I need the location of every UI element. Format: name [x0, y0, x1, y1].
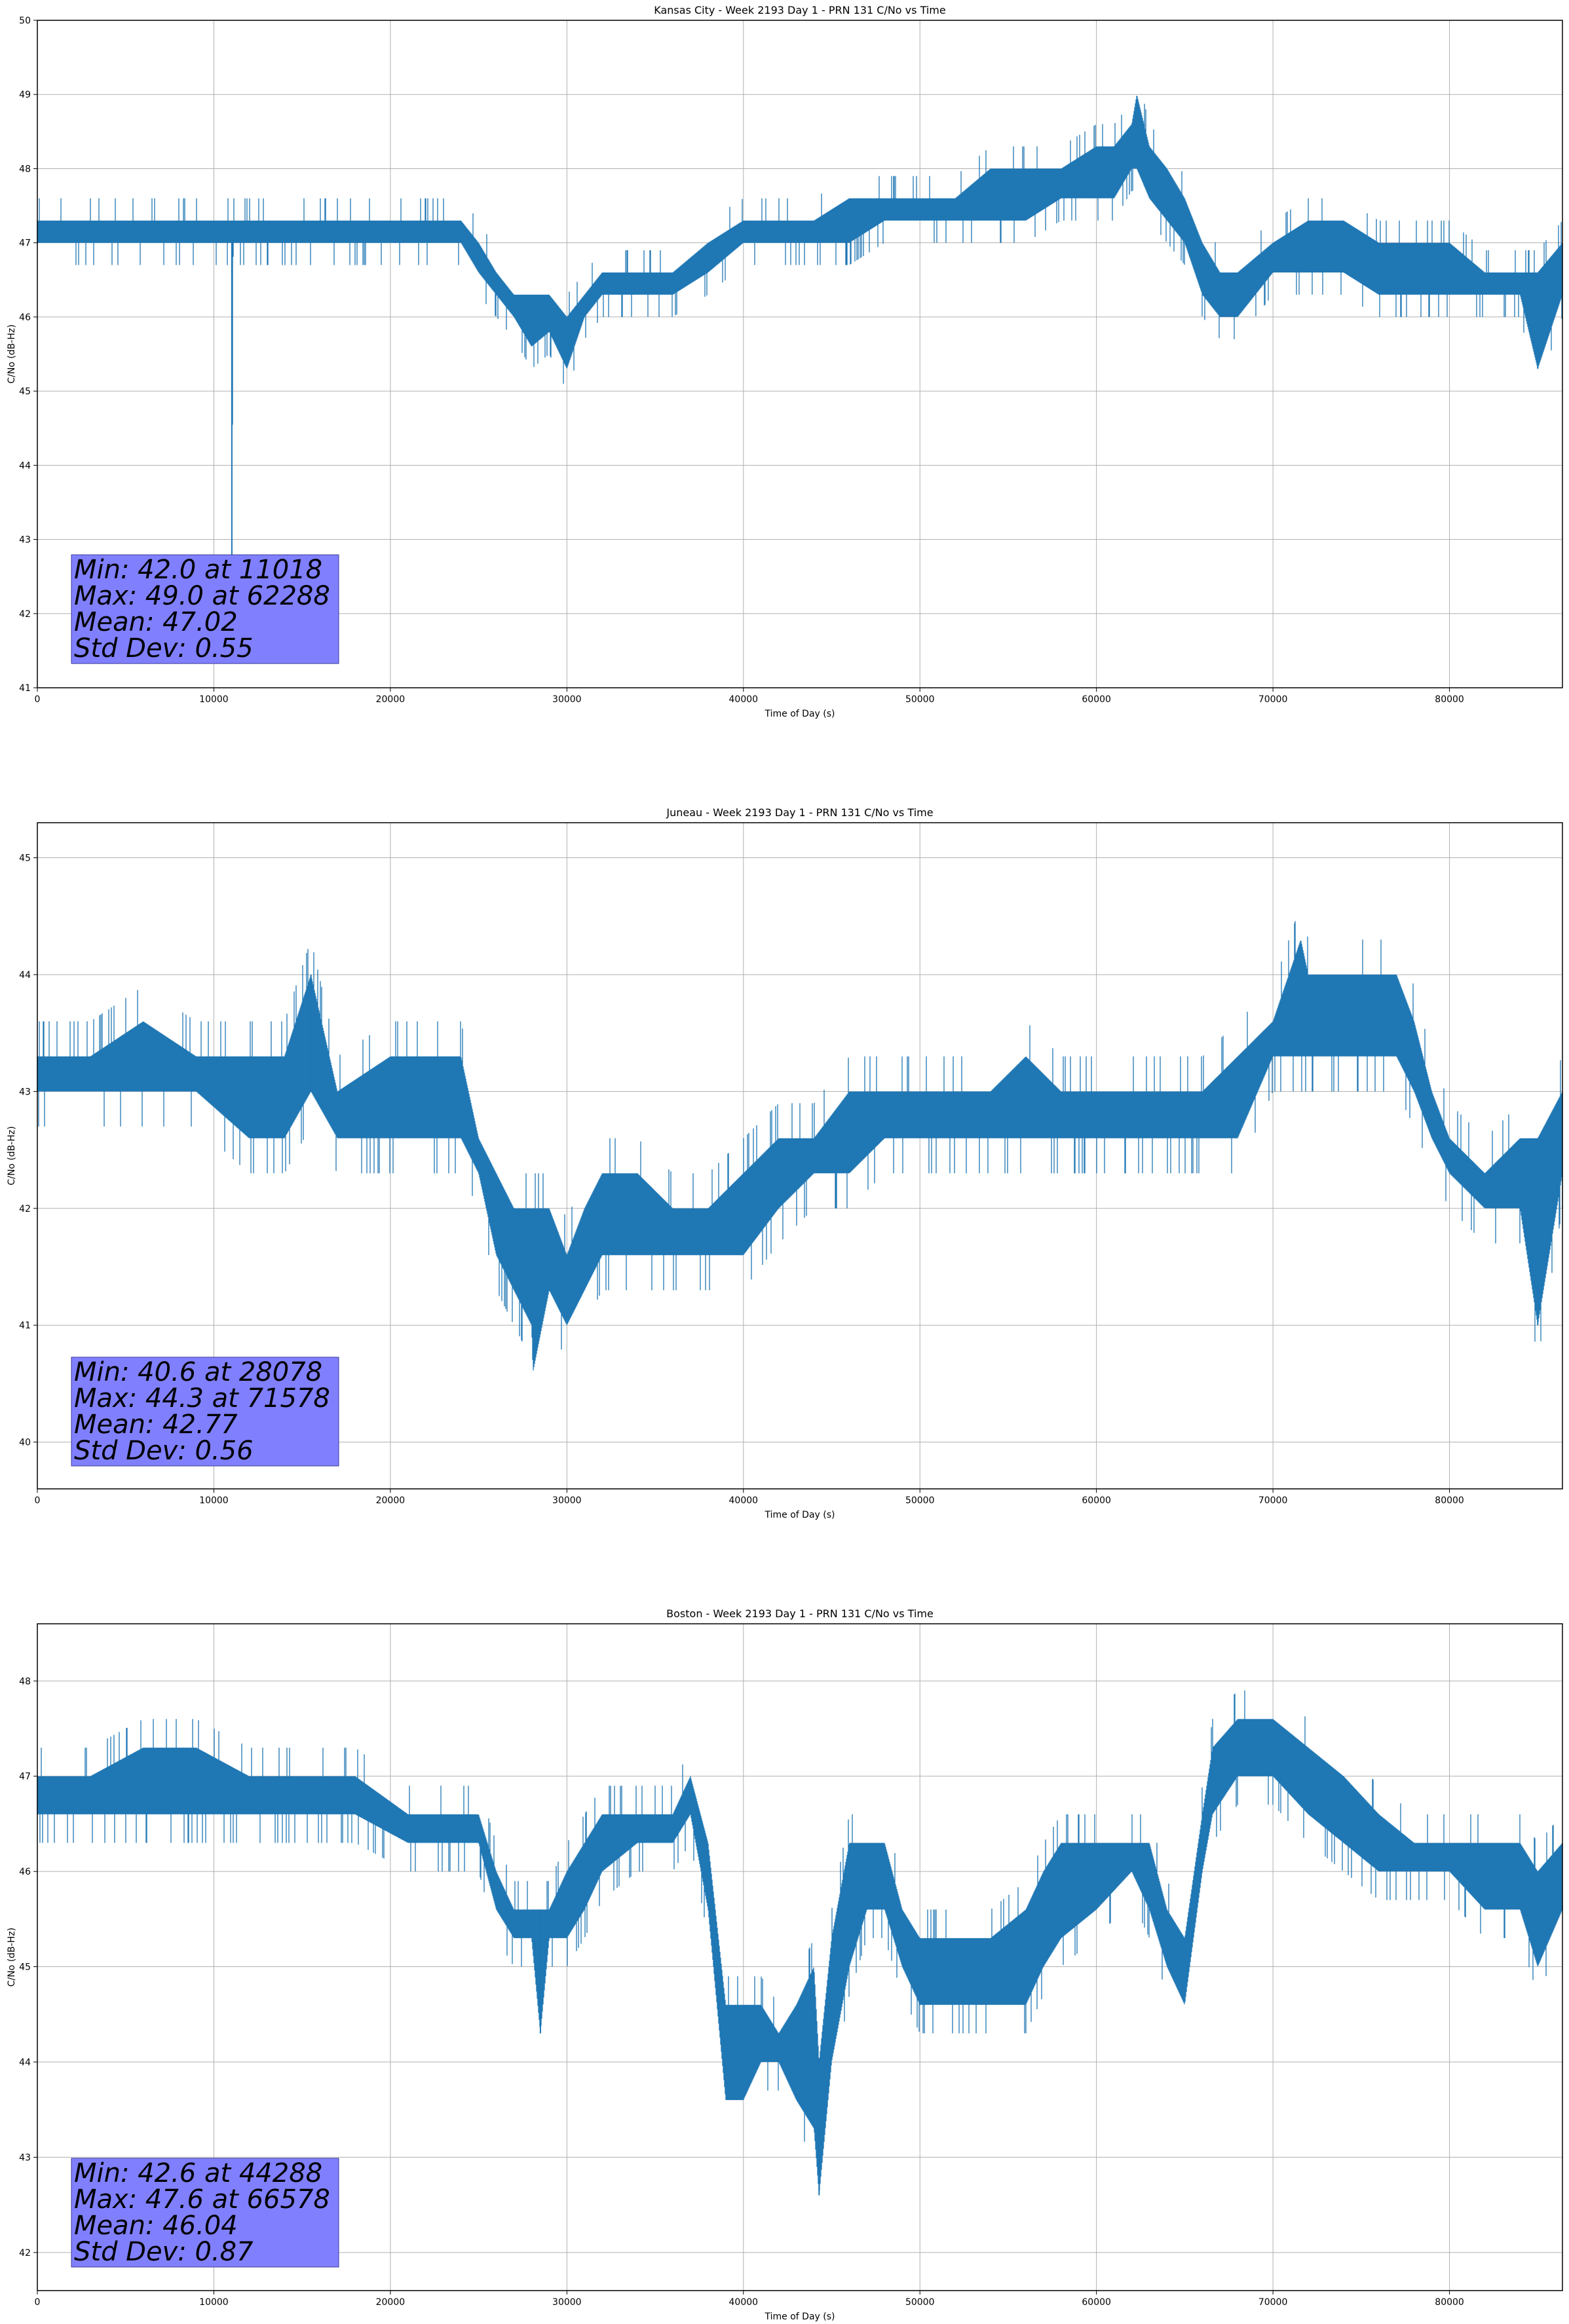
chart-panel-3: 0 10000 20000 30000 40000 50000 60000 70000 8000… — [7, 1607, 1563, 2322]
chart-title: Boston - Week 2193 Day 1 - PRN 131 C/No … — [666, 1607, 934, 1620]
x-tick-label: 0 — [35, 694, 41, 705]
x-tick-label: 10000 — [199, 1495, 229, 1506]
y-tick-label: 41 — [19, 683, 31, 694]
stats-line: Mean: 46.04 — [74, 2211, 238, 2241]
stats-line: Std Dev: 0.56 — [74, 1436, 254, 1466]
x-tick-label: 50000 — [905, 694, 935, 705]
x-tick-label: 50000 — [905, 1495, 935, 1506]
stats-line: Mean: 47.02 — [74, 607, 238, 637]
axes-frame — [37, 1623, 1563, 2291]
stats-line: Mean: 42.77 — [74, 1410, 238, 1440]
x-tick-label: 70000 — [1258, 1495, 1288, 1506]
series-band — [37, 1690, 1563, 2193]
y-tick-label: 42 — [19, 1204, 31, 1214]
series-band — [37, 921, 1563, 1371]
axes-frame — [37, 822, 1563, 1490]
x-tick-label: 0 — [35, 2297, 41, 2308]
y-axis-label: C/No (dB-Hz) — [7, 324, 17, 383]
x-axis-label: Time of Day (s) — [765, 2312, 835, 2322]
y-tick-label: 49 — [19, 90, 31, 100]
stats-line: Max: 47.6 at 66578 — [74, 2184, 330, 2215]
series-line — [37, 921, 1563, 1371]
y-tick-label: 48 — [19, 1676, 31, 1687]
x-tick-label: 20000 — [376, 1495, 406, 1506]
y-tick-label: 44 — [19, 460, 31, 471]
y-tick-label: 42 — [19, 2248, 31, 2258]
y-tick-label: 48 — [19, 164, 31, 174]
stats-box-background — [71, 1357, 339, 1467]
stats-line: Max: 49.0 at 62288 — [74, 581, 330, 611]
y-tick-label: 46 — [19, 312, 31, 323]
stats-line: Min: 42.6 at 44288 — [74, 2158, 322, 2188]
y-axis-label: C/No (dB-Hz) — [7, 1928, 17, 1987]
y-tick-label: 41 — [19, 1321, 31, 1331]
stats-line: Std Dev: 0.87 — [74, 2237, 254, 2267]
x-tick-label: 50000 — [905, 2297, 935, 2308]
chart-title: Juneau - Week 2193 Day 1 - PRN 131 C/No … — [666, 806, 933, 819]
stats-line: Std Dev: 0.55 — [74, 633, 254, 664]
y-tick-label: 42 — [19, 609, 31, 620]
x-tick-label: 60000 — [1082, 2297, 1111, 2308]
chart-panel-2: 0 10000 20000 30000 40000 50000 60000 70000 8000… — [7, 806, 1563, 1520]
stats-box-background — [71, 554, 339, 664]
x-tick-label: 10000 — [199, 2297, 229, 2308]
x-axis-label: Time of Day (s) — [765, 1510, 835, 1520]
y-tick-label: 43 — [19, 1087, 31, 1097]
x-tick-label: 80000 — [1435, 1495, 1464, 1506]
y-tick-label: 50 — [19, 16, 31, 26]
x-tick-label: 30000 — [552, 694, 582, 705]
chart-panel-1: 0 10000 20000 30000 40000 50000 60000 70000 8000… — [7, 4, 1563, 719]
x-tick-label: 40000 — [729, 2297, 759, 2308]
x-tick-label: 20000 — [376, 2297, 406, 2308]
x-tick-label: 80000 — [1435, 2297, 1464, 2308]
y-tick-label: 45 — [19, 386, 31, 397]
x-tick-label: 70000 — [1258, 694, 1288, 705]
chart-title: Kansas City - Week 2193 Day 1 - PRN 131 … — [654, 4, 945, 16]
x-tick-label: 70000 — [1258, 2297, 1288, 2308]
y-tick-label: 43 — [19, 2152, 31, 2163]
series-line — [37, 96, 1563, 614]
x-tick-label: 20000 — [376, 694, 406, 705]
stats-box-background — [71, 2158, 339, 2268]
y-tick-label: 47 — [19, 238, 31, 249]
y-tick-label: 45 — [19, 853, 31, 864]
x-tick-label: 10000 — [199, 694, 229, 705]
x-tick-label: 30000 — [552, 1495, 582, 1506]
x-axis-label: Time of Day (s) — [765, 709, 835, 719]
x-tick-label: 40000 — [729, 694, 759, 705]
x-tick-label: 30000 — [552, 2297, 582, 2308]
stats-line: Min: 40.6 at 28078 — [74, 1357, 322, 1387]
y-tick-label: 43 — [19, 535, 31, 546]
x-tick-label: 0 — [35, 1495, 41, 1506]
axes-frame — [37, 20, 1563, 688]
x-tick-label: 60000 — [1082, 694, 1111, 705]
series-band — [37, 96, 1563, 593]
y-tick-label: 46 — [19, 1867, 31, 1877]
x-tick-label: 40000 — [729, 1495, 759, 1506]
y-tick-label: 47 — [19, 1772, 31, 1782]
series-line — [37, 1690, 1563, 2196]
stats-line: Min: 42.0 at 11018 — [74, 555, 322, 585]
x-tick-label: 60000 — [1082, 1495, 1111, 1506]
x-tick-label: 80000 — [1435, 694, 1464, 705]
y-tick-label: 44 — [19, 970, 31, 981]
stats-line: Max: 44.3 at 71578 — [74, 1383, 330, 1414]
y-tick-label: 40 — [19, 1438, 31, 1448]
y-tick-label: 45 — [19, 1962, 31, 1973]
y-tick-label: 44 — [19, 2057, 31, 2068]
y-axis-label: C/No (dB-Hz) — [7, 1126, 17, 1185]
